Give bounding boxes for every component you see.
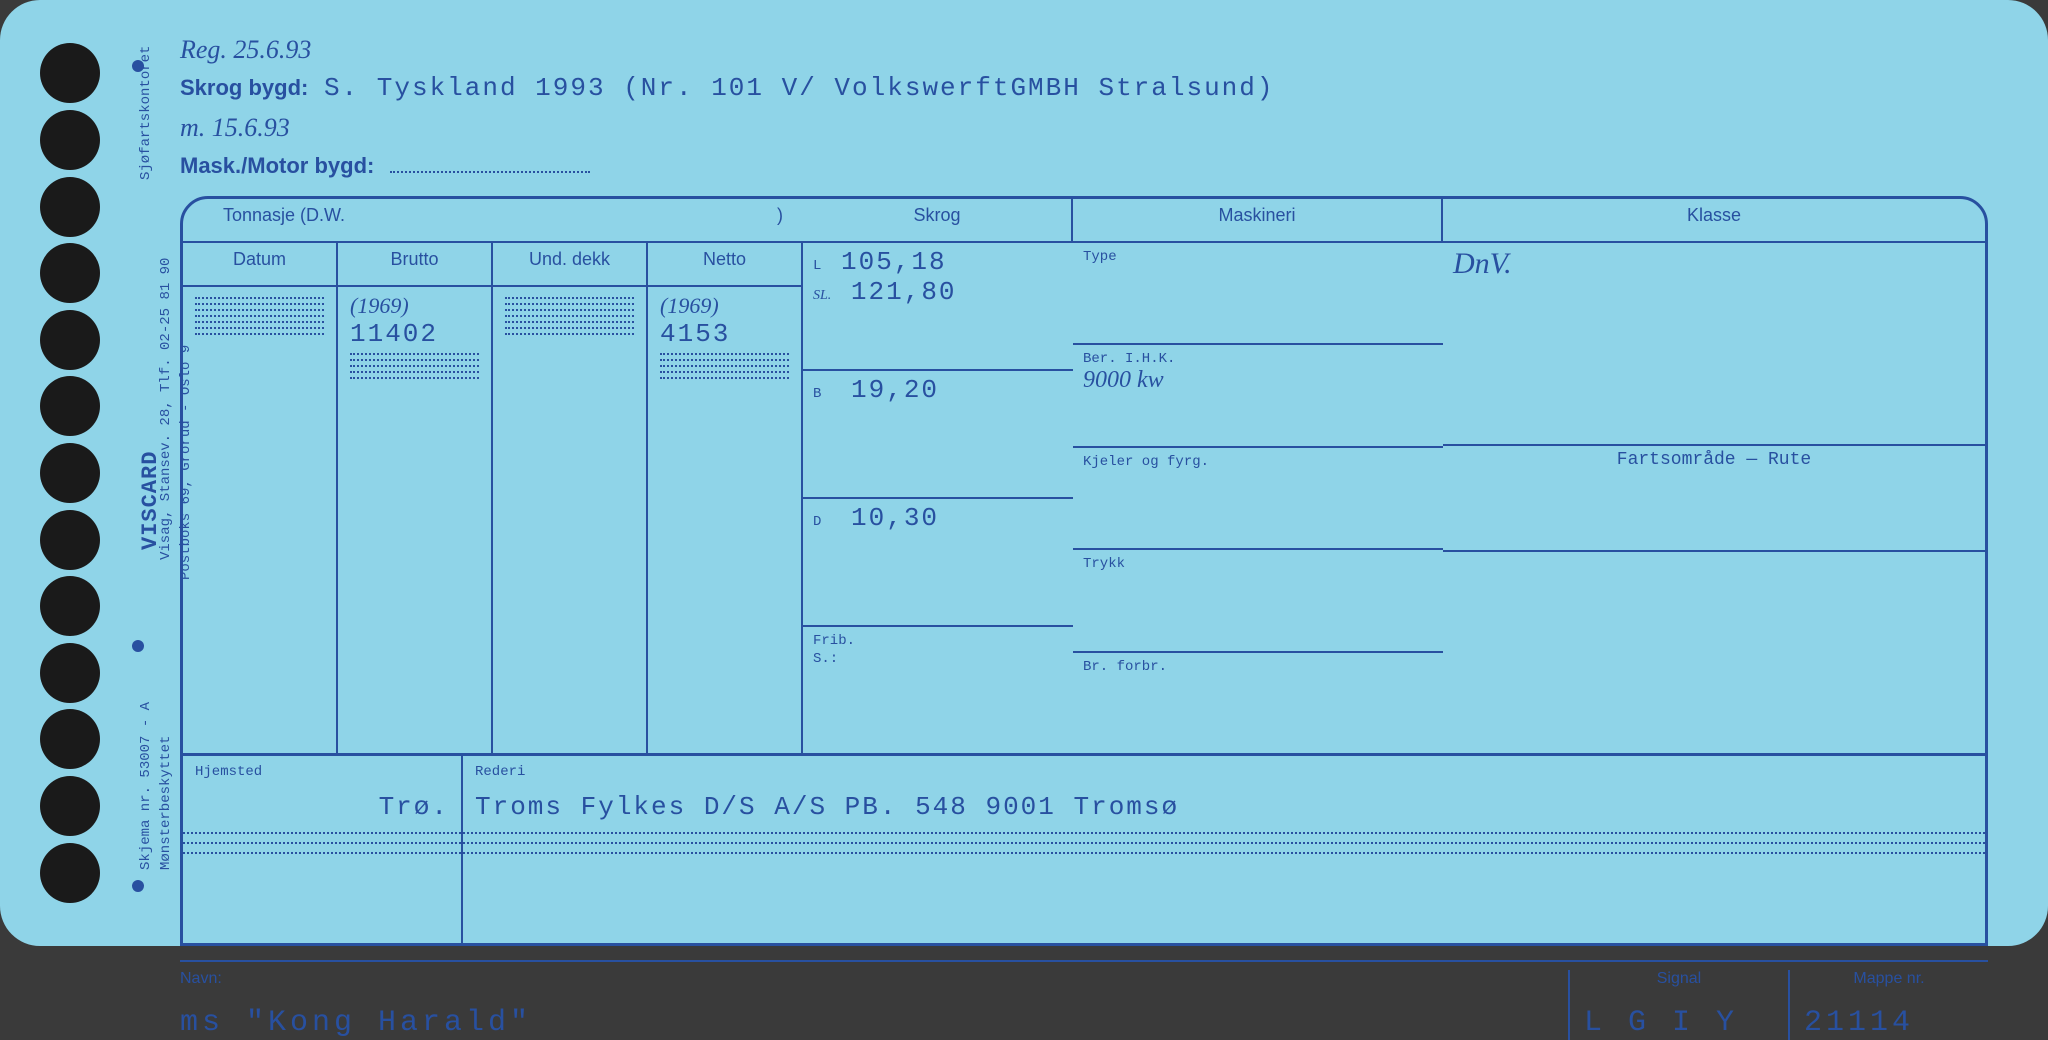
mappe-val: 21114 bbox=[1804, 1006, 1974, 1040]
netto-year: (1969) bbox=[660, 293, 789, 319]
skrog-block: Skrog L 105,18 SL. 121,80 B 19,20 D 10,3… bbox=[803, 199, 1073, 753]
navn-val: ms "Kong Harald" bbox=[180, 1006, 1568, 1040]
netto-cell: (1969) 4153 bbox=[648, 287, 803, 753]
tonnage-block: Tonnasje (D.W. ) Datum Brutto Und. dekk … bbox=[183, 199, 803, 753]
navn-label: Navn: bbox=[180, 970, 1568, 988]
frib-label: Frib. bbox=[813, 633, 855, 649]
punch-holes bbox=[0, 0, 140, 946]
L-val: 105,18 bbox=[841, 247, 947, 277]
hjemsted-label: Hjemsted bbox=[195, 764, 262, 780]
und-cell bbox=[493, 287, 648, 753]
trykk-label: Trykk bbox=[1083, 556, 1125, 572]
tonnage-label: Tonnasje (D.W. bbox=[223, 205, 345, 225]
netto-val: 4153 bbox=[660, 319, 789, 349]
col-datum: Datum bbox=[183, 243, 338, 287]
farts-val bbox=[1443, 552, 1985, 753]
tonnage-close: ) bbox=[777, 205, 783, 226]
klasse-label: Klasse bbox=[1443, 199, 1985, 243]
brutto-year: (1969) bbox=[350, 293, 479, 319]
hjemsted-val: Trø. bbox=[379, 792, 449, 822]
skrog-bygd-label: Skrog bygd: bbox=[180, 75, 308, 100]
farts-label: Fartsområde — Rute bbox=[1443, 446, 1985, 552]
m-note: m. 15.6.93 bbox=[180, 108, 1988, 147]
col-und: Und. dekk bbox=[493, 243, 648, 287]
type-label: Type bbox=[1083, 249, 1117, 265]
D-label: D bbox=[813, 514, 821, 530]
kjel-label: Kjeler og fyrg. bbox=[1083, 454, 1209, 470]
br-label: Br. forbr. bbox=[1083, 659, 1167, 675]
hjem-row: Hjemsted Trø. Rederi Troms Fylkes D/S A/… bbox=[180, 756, 1988, 946]
ihk-label: Ber. I.H.K. bbox=[1083, 351, 1175, 367]
maskineri-block: Maskineri Type Ber. I.H.K. 9000 kw Kjele… bbox=[1073, 199, 1443, 753]
klasse-block: Klasse DnV. Fartsområde — Rute bbox=[1443, 199, 1985, 753]
bullet-icon bbox=[132, 640, 144, 652]
bottom-row: Navn: ms "Kong Harald" Signal L G I Y Ma… bbox=[180, 960, 1988, 1040]
signal-val: L G I Y bbox=[1584, 1006, 1774, 1040]
klasse-val: DnV. bbox=[1453, 247, 1512, 280]
brutto-val: 11402 bbox=[350, 319, 479, 349]
B-val: 19,20 bbox=[851, 375, 939, 405]
main-table: Tonnasje (D.W. ) Datum Brutto Und. dekk … bbox=[180, 196, 1988, 756]
ihk-val: 9000 kw bbox=[1083, 367, 1164, 393]
col-netto: Netto bbox=[648, 243, 803, 287]
header: Reg. 25.6.93 Skrog bygd: S. Tyskland 199… bbox=[180, 30, 1988, 186]
SL-label: SL. bbox=[813, 288, 831, 303]
vert-skjema: Skjema nr. 53007 - A bbox=[138, 702, 154, 870]
rederi-val: Troms Fylkes D/S A/S PB. 548 9001 Tromsø bbox=[475, 792, 1179, 822]
col-brutto: Brutto bbox=[338, 243, 493, 287]
signal-label: Signal bbox=[1584, 970, 1774, 988]
reg-note: Reg. 25.6.93 bbox=[180, 30, 1988, 69]
skrog-label: Skrog bbox=[803, 199, 1073, 243]
D-val: 10,30 bbox=[851, 503, 939, 533]
datum-cell bbox=[183, 287, 338, 753]
SL-val: 121,80 bbox=[851, 277, 957, 307]
index-card: Sjøfartskontoret VISCARD Visag, Stansev.… bbox=[0, 0, 2048, 946]
mask-bygd-label: Mask./Motor bygd: bbox=[180, 153, 374, 178]
L-label: L bbox=[813, 258, 821, 274]
brutto-cell: (1969) 11402 bbox=[338, 287, 493, 753]
vert-monster: Mønsterbeskyttet bbox=[158, 736, 174, 870]
S-label: S.: bbox=[813, 651, 838, 667]
vert-sjofart: Sjøfartskontoret bbox=[138, 46, 154, 180]
vert-addr1: Visag, Stansev. 28, Tlf. 02-25 81 90 bbox=[158, 258, 174, 560]
maskineri-label: Maskineri bbox=[1073, 199, 1443, 243]
B-label: B bbox=[813, 386, 821, 402]
bullet-icon bbox=[132, 880, 144, 892]
rederi-label: Rederi bbox=[475, 764, 525, 780]
skrog-bygd-value: S. Tyskland 1993 (Nr. 101 V/ VolkswerftG… bbox=[324, 73, 1275, 103]
mask-bygd-value bbox=[390, 171, 590, 173]
mappe-label: Mappe nr. bbox=[1804, 970, 1974, 988]
